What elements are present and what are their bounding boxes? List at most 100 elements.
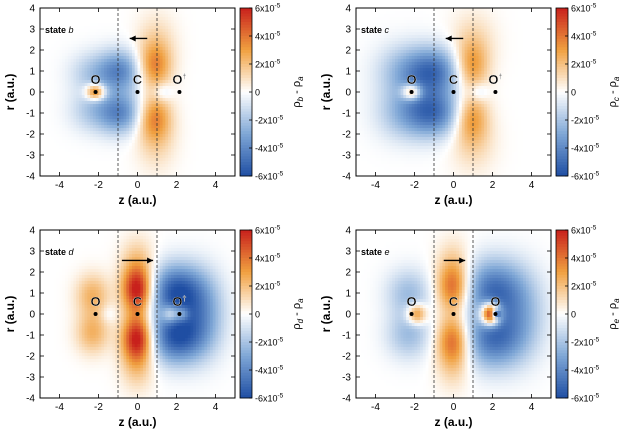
heat-cell (196, 50, 199, 53)
heat-cell (193, 17, 196, 20)
heat-cell (140, 113, 143, 116)
heat-cell (85, 17, 88, 20)
heat-cell (196, 71, 199, 74)
heat-cell (165, 86, 168, 89)
heat-cell (60, 59, 63, 62)
heat-cell (196, 83, 199, 86)
heat-cell (107, 134, 110, 137)
heat-cell (104, 140, 107, 143)
heat-cell (210, 164, 213, 167)
heat-cell (104, 134, 107, 137)
heat-cell (213, 140, 216, 143)
heat-cell (60, 8, 63, 11)
heat-cell (126, 50, 129, 53)
heat-cell (76, 101, 79, 104)
heat-cell (118, 125, 121, 128)
heat-cell (48, 14, 51, 17)
heat-cell (163, 116, 166, 119)
heat-cell (193, 170, 196, 173)
heat-cell (168, 11, 171, 14)
heat-cell (381, 98, 384, 101)
heat-cell (129, 170, 132, 173)
heat-cell (216, 116, 219, 119)
heat-cell (359, 119, 362, 122)
heat-cell (188, 167, 191, 170)
heat-cell (54, 134, 57, 137)
heat-cell (174, 116, 177, 119)
heat-cell (85, 125, 88, 128)
heat-cell (46, 152, 49, 155)
heat-cell (73, 50, 76, 53)
heat-cell (376, 152, 379, 155)
heat-cell (190, 122, 193, 125)
heat-cell (204, 161, 207, 164)
heat-cell (213, 53, 216, 56)
heat-cell (99, 107, 102, 110)
heat-cell (68, 113, 71, 116)
heat-cell (204, 14, 207, 17)
heat-cell (126, 161, 129, 164)
colorbar-segment (240, 28, 252, 31)
heat-cell (124, 17, 127, 20)
heat-cell (207, 71, 210, 74)
heat-cell (140, 104, 143, 107)
heat-cell (132, 125, 135, 128)
heat-cell (73, 56, 76, 59)
heat-cell (171, 170, 174, 173)
heat-cell (146, 86, 149, 89)
heat-cell (190, 152, 193, 155)
heat-cell (160, 38, 163, 41)
heat-cell (73, 98, 76, 101)
heat-cell (190, 164, 193, 167)
heat-cell (395, 152, 398, 155)
heat-cell (207, 86, 210, 89)
heat-cell (54, 92, 57, 95)
heat-cell (48, 35, 51, 38)
heat-cell (90, 26, 93, 29)
heat-cell (160, 56, 163, 59)
heat-cell (90, 62, 93, 65)
heat-cell (85, 56, 88, 59)
heat-cell (101, 20, 104, 23)
heat-cell (177, 59, 180, 62)
heat-cell (389, 23, 392, 26)
heat-cell (227, 47, 230, 50)
heat-cell (151, 134, 154, 137)
heat-cell (163, 32, 166, 35)
heat-cell (79, 146, 82, 149)
heat-cell (190, 71, 193, 74)
heat-cell (202, 110, 205, 113)
heat-cell (85, 89, 88, 92)
heat-cell (68, 50, 71, 53)
heat-cell (168, 164, 171, 167)
heat-cell (373, 146, 376, 149)
heat-cell (395, 65, 398, 68)
heat-cell (362, 89, 365, 92)
heat-cell (149, 110, 152, 113)
heat-cell (174, 134, 177, 137)
heat-cell (112, 59, 115, 62)
heat-cell (118, 137, 121, 140)
heat-cell (129, 95, 132, 98)
heat-cell (104, 50, 107, 53)
heat-cell (163, 107, 166, 110)
heat-cell (370, 170, 373, 173)
heat-cell (370, 137, 373, 140)
heat-cell (87, 164, 90, 167)
heat-cell (221, 47, 224, 50)
heat-cell (389, 167, 392, 170)
heat-cell (207, 23, 210, 26)
heat-cell (157, 161, 160, 164)
heat-cell (71, 38, 74, 41)
heat-cell (392, 143, 395, 146)
heat-cell (204, 23, 207, 26)
heat-cell (392, 74, 395, 77)
heat-cell (177, 68, 180, 71)
heat-cell (140, 134, 143, 137)
heat-cell (193, 137, 196, 140)
heat-cell (132, 56, 135, 59)
heat-cell (185, 101, 188, 104)
heat-cell (132, 149, 135, 152)
heat-cell (149, 62, 152, 65)
heat-cell (68, 74, 71, 77)
